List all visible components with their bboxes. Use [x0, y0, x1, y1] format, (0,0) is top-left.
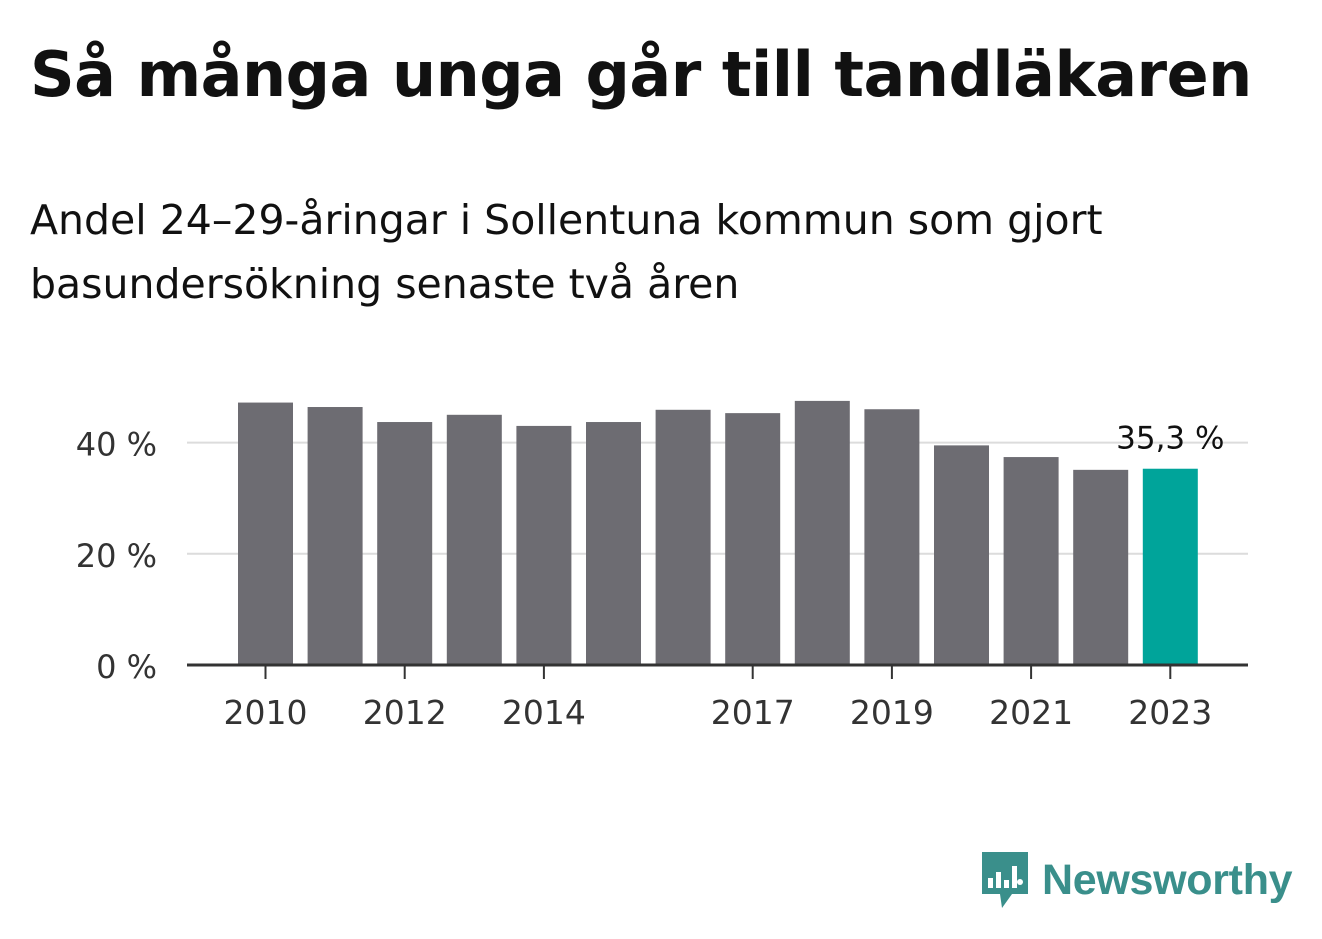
bars: [238, 400, 1198, 665]
bar-2010: [238, 402, 293, 665]
logo-text: Newsworthy: [1042, 855, 1293, 904]
x-tick-label: 2021: [989, 693, 1073, 732]
x-tick-label: 2019: [850, 693, 934, 732]
bar-2021: [1003, 457, 1059, 665]
bar-2015: [586, 422, 641, 665]
bar-2023: [1142, 468, 1198, 665]
bar-2011: [307, 407, 363, 665]
y-tick-label: 40 %: [76, 426, 157, 464]
bar-2012: [377, 422, 433, 665]
x-tick-label: 2014: [502, 693, 586, 732]
newsworthy-logo-icon: [982, 852, 1028, 908]
chart-title: Så många unga går till tandläkaren: [30, 38, 1252, 111]
chart-subtitle: Andel 24–29-åringar i Sollentuna kommun …: [30, 196, 1103, 308]
x-tick-label: 2017: [711, 693, 795, 732]
x-tick-label: 2012: [363, 693, 447, 732]
bar-2017: [725, 413, 781, 665]
bar-2022: [1073, 469, 1129, 665]
bar-2016: [655, 409, 711, 665]
y-tick-label: 20 %: [76, 537, 157, 575]
y-tick-label: 0 %: [96, 648, 157, 686]
grid-lines: [187, 441, 1248, 555]
x-tick-label: 2023: [1128, 693, 1212, 732]
y-axis-ticks: 0 % 20 % 40 %: [76, 426, 157, 686]
x-axis-ticks: 2010 2012 2014 2017 2019 2021 2023: [224, 665, 1212, 732]
bar-2020: [934, 445, 989, 665]
newsworthy-logo: Newsworthy: [980, 850, 1293, 910]
bar-2019: [864, 409, 920, 665]
bar-chart: 0 % 20 % 40 % 2010 2012 2014 2017 2019 2021 2023…: [76, 400, 1248, 732]
bar-2014: [516, 425, 572, 665]
bar-2013: [446, 414, 502, 665]
highlight-value-label: 35,3 %: [1116, 421, 1224, 457]
x-tick-label: 2010: [224, 693, 308, 732]
data-labels: 35,3 %: [1116, 421, 1224, 457]
bar-2018: [794, 400, 850, 665]
